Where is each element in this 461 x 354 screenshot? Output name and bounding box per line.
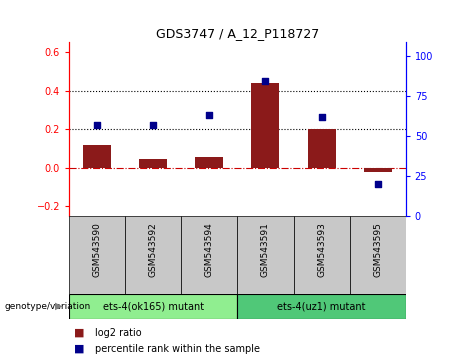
Text: ▶: ▶	[55, 301, 62, 311]
Text: percentile rank within the sample: percentile rank within the sample	[95, 344, 260, 354]
Text: GSM543592: GSM543592	[149, 222, 158, 277]
Point	[318, 114, 325, 120]
Text: GSM543595: GSM543595	[373, 222, 382, 277]
Point	[149, 122, 157, 127]
Bar	[69, 294, 237, 319]
Text: genotype/variation: genotype/variation	[5, 302, 91, 311]
Bar	[69, 216, 125, 294]
Bar	[307, 129, 336, 168]
Bar	[83, 145, 111, 168]
Bar	[139, 159, 167, 168]
Text: GSM543594: GSM543594	[205, 222, 214, 277]
Text: ■: ■	[74, 344, 84, 354]
Bar	[237, 294, 406, 319]
Title: GDS3747 / A_12_P118727: GDS3747 / A_12_P118727	[156, 27, 319, 40]
Bar	[237, 216, 294, 294]
Point	[206, 112, 213, 118]
Text: ■: ■	[74, 328, 84, 338]
Text: GSM543590: GSM543590	[93, 222, 102, 277]
Text: ets-4(ok165) mutant: ets-4(ok165) mutant	[103, 301, 204, 311]
Bar	[251, 83, 279, 168]
Point	[94, 122, 101, 127]
Text: ets-4(uz1) mutant: ets-4(uz1) mutant	[278, 301, 366, 311]
Text: GSM543593: GSM543593	[317, 222, 326, 277]
Bar	[294, 216, 349, 294]
Point	[374, 181, 381, 187]
Bar	[125, 216, 181, 294]
Text: GSM543591: GSM543591	[261, 222, 270, 277]
Bar	[364, 168, 392, 172]
Text: log2 ratio: log2 ratio	[95, 328, 141, 338]
Bar	[349, 216, 406, 294]
Bar	[195, 157, 224, 168]
Bar	[181, 216, 237, 294]
Point	[262, 79, 269, 84]
